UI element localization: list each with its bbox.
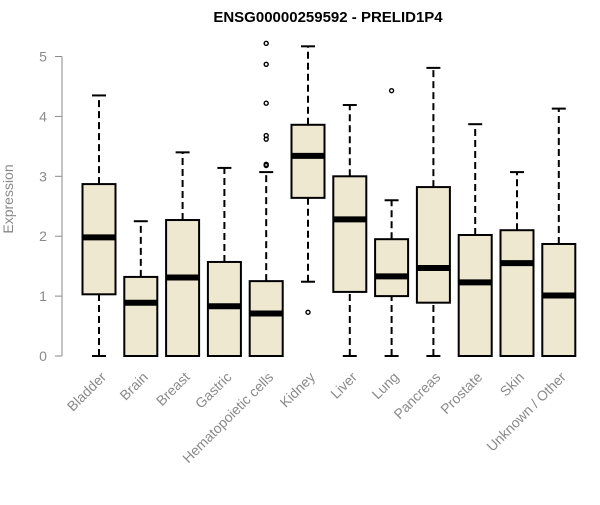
iqr-box [499,229,535,358]
x-tick-label: Prostate [437,369,485,417]
iqr-box [457,234,493,357]
iqr-box [165,219,201,357]
y-axis: 0 1 2 3 4 5 [39,49,63,364]
x-tick-label: Kidney [277,369,319,411]
iqr-box [541,242,577,357]
y-tick-label: 0 [39,348,47,364]
iqr-box [374,238,410,298]
x-tick-label: Breast [153,369,193,409]
x-tick-label: Bladder [64,369,110,415]
box-breast [165,151,201,357]
y-tick-label: 3 [39,168,47,184]
y-tick-label: 1 [39,288,47,304]
box-unknown-other [541,107,577,357]
box-skin [499,171,535,358]
outlier-point [263,132,269,139]
iqr-box [415,186,451,304]
x-tick-label: Unknown / Other [483,369,569,455]
outlier-point [263,61,269,67]
boxes-group [81,40,577,358]
box-pancreas [415,66,451,357]
y-axis-label: Expression [0,164,16,233]
y-tick-label: 5 [39,49,47,65]
x-tick-label: Skin [497,369,528,400]
outlier-point [388,87,395,94]
box-bladder [81,94,117,357]
x-tick-label: Brain [116,369,150,403]
y-tick-label: 2 [39,228,47,244]
box-gastric [206,166,242,357]
box-liver [332,104,368,357]
y-tick-label: 4 [39,108,47,124]
chart-title: ENSG00000259592 - PRELID1P4 [213,9,443,26]
outlier-point [305,309,311,315]
iqr-box [123,275,159,358]
box-brain [123,220,159,358]
outlier-point [263,161,269,168]
outlier-point [263,40,269,47]
box-hematopoietic-cells [248,40,284,357]
iqr-box [290,123,326,199]
outlier-point [263,100,269,106]
x-tick-label: Lung [368,369,401,402]
box-lung [374,87,410,357]
iqr-box [332,175,368,293]
iqr-box [248,280,284,357]
box-kidney [290,45,326,315]
box-prostate [457,123,493,357]
x-tick-label: Liver [327,369,360,402]
